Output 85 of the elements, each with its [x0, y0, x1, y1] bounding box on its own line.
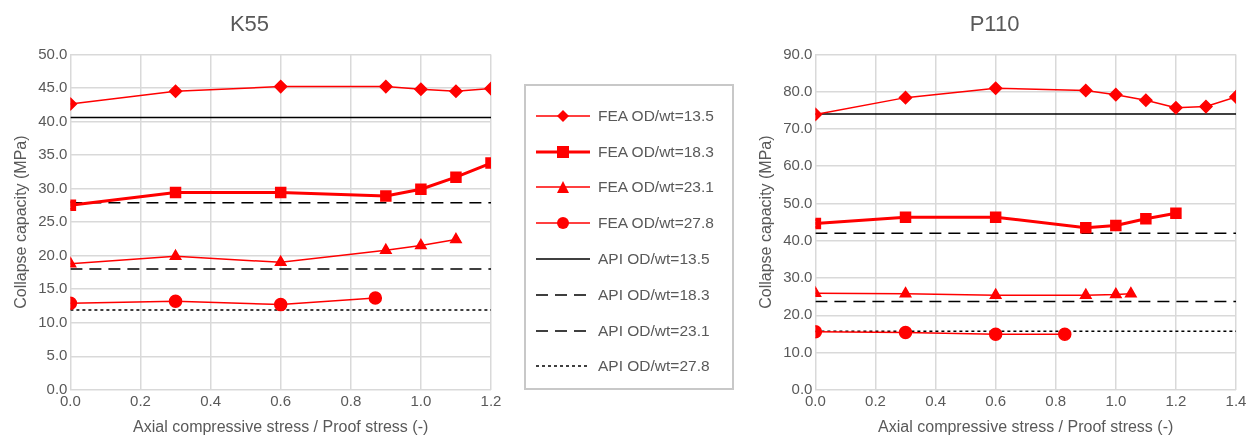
- y-tick-label: 30.0: [783, 268, 813, 286]
- point: [1110, 219, 1122, 232]
- point: [169, 186, 182, 199]
- point: [1139, 93, 1153, 107]
- point: [368, 291, 383, 305]
- point: [380, 190, 392, 202]
- point: [1080, 221, 1092, 234]
- point: [450, 232, 462, 244]
- point: [414, 238, 427, 250]
- y-tick-label: 20.0: [783, 305, 813, 323]
- point: [169, 249, 182, 261]
- x-tick-label: 0.2: [130, 391, 151, 409]
- x-tick-label: 0.2: [865, 391, 886, 409]
- point: [168, 84, 183, 99]
- point: [273, 297, 288, 312]
- y-tick-label: 10.0: [38, 312, 68, 330]
- y-tick-label: 20.0: [38, 245, 68, 263]
- point: [1079, 288, 1092, 299]
- y-tick-label: 35.0: [38, 145, 68, 163]
- point: [414, 82, 428, 97]
- y-tick-label: 40.0: [38, 111, 68, 129]
- y-tick-label: 5.0: [46, 346, 68, 364]
- y-tick-label: 60.0: [783, 156, 813, 174]
- x-tick-label: 0.4: [925, 391, 946, 409]
- x-axis-title: Axial compressive stress / Proof stress (-): [878, 417, 1174, 435]
- y-axis-title: Collapse capacity (MPa): [12, 135, 30, 309]
- x-tick-label: 0.6: [985, 391, 1007, 409]
- chart-title: K55: [229, 11, 270, 37]
- point: [1199, 99, 1213, 114]
- point: [1124, 286, 1137, 298]
- chart-title: P110: [969, 11, 1020, 37]
- legend-label: API OD/wt=27.8: [598, 357, 710, 376]
- point: [274, 255, 287, 267]
- legend-label: API OD/wt=23.1: [598, 321, 710, 340]
- point: [273, 79, 288, 94]
- point: [1079, 83, 1093, 98]
- point: [379, 243, 392, 255]
- y-axis-title: Collapse capacity (MPa): [757, 135, 775, 309]
- legend-label: API OD/wt=18.3: [598, 285, 710, 304]
- point: [274, 186, 287, 199]
- point: [450, 171, 462, 183]
- legend-label: FEA OD/wt=18.3: [598, 142, 714, 161]
- y-tick-label: 50.0: [38, 44, 68, 62]
- y-tick-label: 30.0: [38, 178, 68, 196]
- point: [168, 294, 183, 308]
- y-tick-label: 25.0: [38, 212, 68, 230]
- point: [1109, 87, 1123, 102]
- point: [898, 90, 913, 105]
- y-tick-label: 45.0: [38, 78, 68, 96]
- point: [899, 211, 912, 223]
- point: [379, 79, 393, 94]
- legend-label: FEA OD/wt=13.5: [598, 106, 714, 125]
- point: [415, 183, 427, 195]
- point: [898, 325, 913, 340]
- point: [1169, 100, 1183, 115]
- legend-label: FEA OD/wt=27.8: [598, 214, 714, 233]
- point: [988, 81, 1003, 96]
- point: [1170, 207, 1182, 219]
- point: [449, 84, 463, 99]
- x-tick-label: 1.2: [1165, 391, 1187, 409]
- point: [989, 211, 1002, 223]
- x-tick-label: 0.4: [200, 391, 222, 409]
- legend-label: FEA OD/wt=23.1: [598, 178, 714, 197]
- x-tick-label: 1.0: [1105, 391, 1127, 409]
- point: [988, 327, 1003, 342]
- point: [1109, 287, 1122, 299]
- y-tick-label: 70.0: [783, 119, 813, 137]
- x-tick-label: 1.2: [480, 391, 502, 409]
- x-axis-title: Axial compressive stress / Proof stress (-): [133, 417, 429, 435]
- y-tick-label: 50.0: [783, 193, 813, 211]
- x-tick-label: 0.8: [340, 391, 362, 409]
- y-tick-label: 10.0: [783, 342, 813, 360]
- x-tick-label: 1.0: [410, 391, 432, 409]
- x-tick-label: 1.4: [1225, 391, 1247, 409]
- point: [989, 288, 1002, 299]
- x-tick-label: 0.6: [270, 391, 292, 409]
- point: [1140, 213, 1152, 225]
- point: [1058, 327, 1072, 342]
- y-tick-label: 15.0: [38, 279, 68, 297]
- y-tick-label: 90.0: [783, 44, 813, 62]
- point: [899, 286, 912, 298]
- legend-label: API OD/wt=13.5: [598, 250, 710, 269]
- y-tick-label: 40.0: [783, 230, 813, 248]
- y-tick-label: 80.0: [783, 81, 813, 99]
- x-tick-label: 0.8: [1045, 391, 1067, 409]
